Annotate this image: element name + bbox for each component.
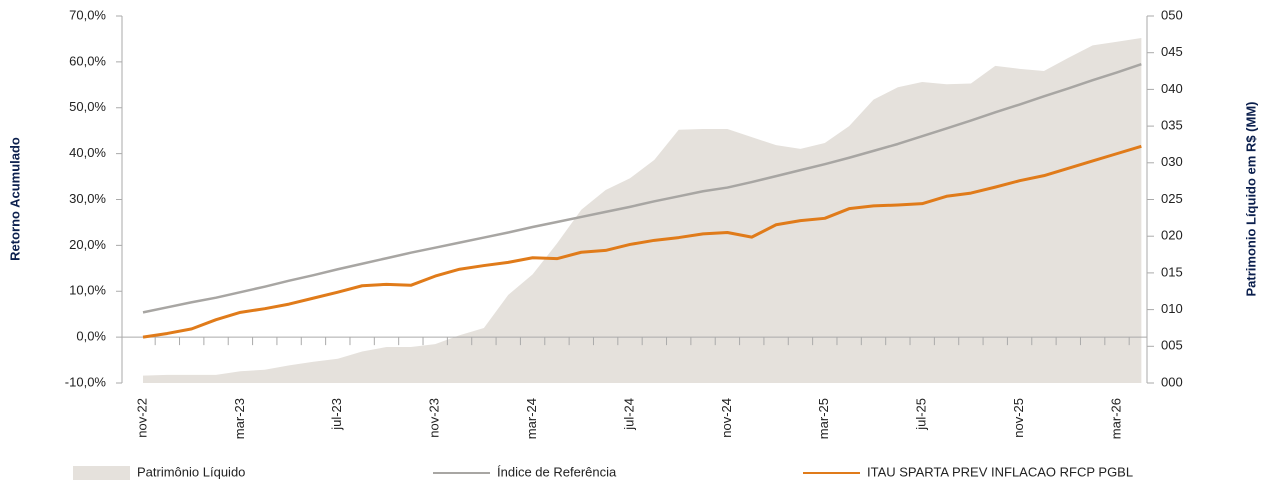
y-tick-label: 20,0% xyxy=(69,237,106,252)
y2-tick-label: 035 xyxy=(1161,118,1183,133)
y-tick-label: 40,0% xyxy=(69,145,106,160)
x-tick-label: mar-26 xyxy=(1108,398,1123,439)
y2-tick-label: 000 xyxy=(1161,374,1183,389)
y-axis-label: Retorno Acumulado xyxy=(7,137,22,261)
y2-tick-label: 010 xyxy=(1161,301,1183,316)
legend-swatch xyxy=(73,466,130,480)
legend-label: ITAU SPARTA PREV INFLACAO RFCP PGBL xyxy=(867,464,1133,479)
y2-tick-label: 040 xyxy=(1161,81,1183,96)
x-tick-label: nov-22 xyxy=(134,398,149,438)
x-tick-label: jul-25 xyxy=(914,398,929,431)
line xyxy=(142,62,1142,314)
x-tick-label: jul-23 xyxy=(329,398,344,431)
y2-tick-label: 030 xyxy=(1161,154,1183,169)
line xyxy=(142,144,1142,339)
y-tick-label: 60,0% xyxy=(69,53,106,68)
y-tick-label: 50,0% xyxy=(69,99,106,114)
legend-label: Índice de Referência xyxy=(497,464,617,479)
y2-tick-label: 020 xyxy=(1161,228,1183,243)
x-tick-label: mar-25 xyxy=(816,398,831,439)
y-tick-label: 10,0% xyxy=(69,283,106,298)
legend-label: Patrimônio Líquido xyxy=(137,464,245,479)
y-tick-label: 30,0% xyxy=(69,191,106,206)
x-tick-label: mar-23 xyxy=(232,398,247,439)
y2-tick-label: 050 xyxy=(1161,7,1183,22)
x-tick-label: mar-24 xyxy=(524,398,539,439)
y2-tick-label: 015 xyxy=(1161,264,1183,279)
y-tick-label: -10,0% xyxy=(65,374,107,389)
x-tick-label: nov-23 xyxy=(427,398,442,438)
x-tick-label: nov-24 xyxy=(719,398,734,438)
y-tick-label: 0,0% xyxy=(76,329,106,344)
y2-axis-label: Patrimonio Líquido em R$ (MM) xyxy=(1243,102,1258,297)
y-tick-label: 70,0% xyxy=(69,7,106,22)
area xyxy=(143,38,1142,384)
y2-tick-label: 005 xyxy=(1161,338,1183,353)
x-tick-label: jul-24 xyxy=(621,398,636,431)
x-tick-label: nov-25 xyxy=(1011,398,1026,438)
y2-tick-label: 025 xyxy=(1161,191,1183,206)
y2-tick-label: 045 xyxy=(1161,44,1183,59)
